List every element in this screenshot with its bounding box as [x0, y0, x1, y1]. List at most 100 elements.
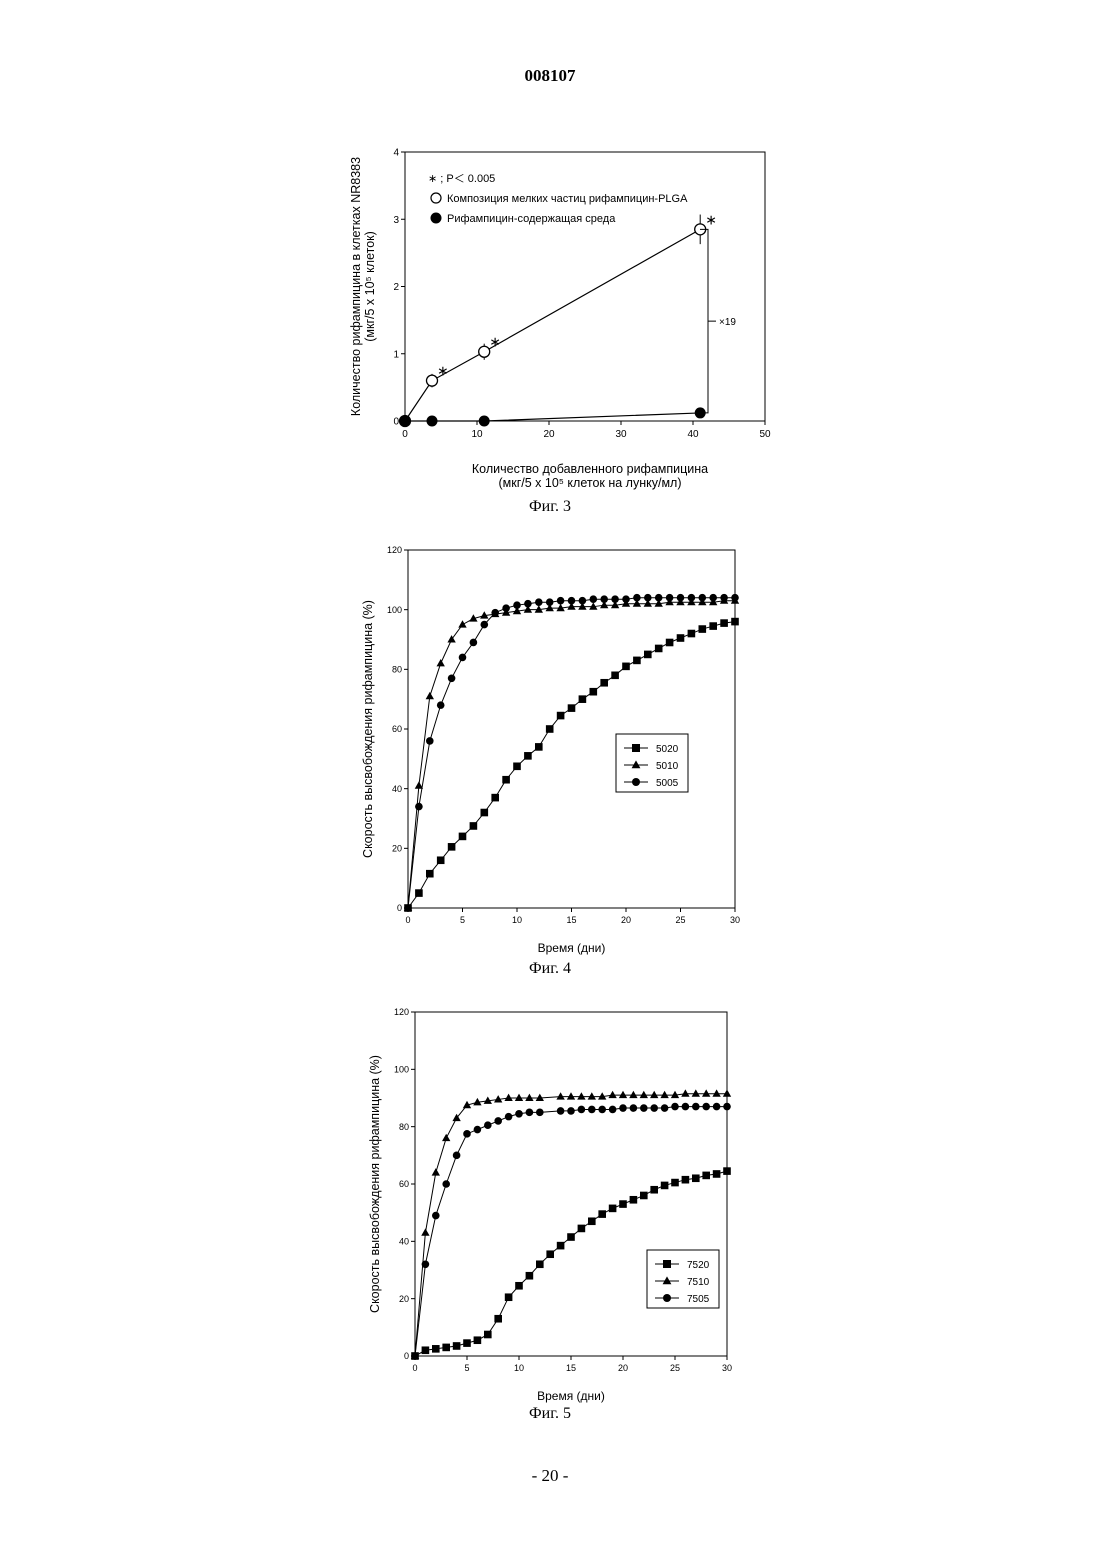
data-point [629, 1091, 637, 1098]
data-point [588, 1106, 596, 1114]
x-tick-label: 15 [566, 1363, 576, 1373]
data-point [526, 1109, 534, 1117]
data-point [494, 1315, 502, 1323]
data-point [505, 1113, 513, 1121]
data-point [692, 1089, 700, 1096]
data-point [712, 1089, 720, 1096]
page-number: - 20 - [0, 1466, 1100, 1486]
data-point [681, 1089, 689, 1096]
data-point [546, 1250, 554, 1258]
data-point [432, 1168, 440, 1175]
data-point [713, 1103, 721, 1111]
data-point [608, 1091, 616, 1098]
data-point [702, 1103, 710, 1111]
data-point [723, 1089, 731, 1096]
data-point [723, 1167, 731, 1175]
data-point [723, 1103, 731, 1111]
data-point [494, 1117, 502, 1125]
data-point [526, 1272, 534, 1280]
data-point [640, 1192, 648, 1200]
data-point [442, 1180, 450, 1188]
data-point [421, 1228, 429, 1235]
data-point [578, 1106, 586, 1114]
data-point [692, 1103, 700, 1111]
y-tick-label: 80 [399, 1122, 409, 1132]
data-point [619, 1091, 627, 1098]
data-point [432, 1212, 440, 1220]
series-line [415, 1107, 727, 1356]
data-point [557, 1107, 565, 1115]
data-point [536, 1109, 544, 1117]
legend: 7520 7510 7505 [647, 1250, 719, 1308]
y-tick-label: 100 [394, 1064, 409, 1074]
data-point [713, 1170, 721, 1178]
x-tick-label: 25 [670, 1363, 680, 1373]
data-point [588, 1092, 596, 1099]
x-tick-label: 5 [464, 1363, 469, 1373]
figure-5-caption: Фиг. 5 [0, 1405, 1100, 1423]
series-7510 [411, 1089, 731, 1359]
data-point [474, 1336, 482, 1344]
data-point [515, 1282, 523, 1290]
data-point [578, 1225, 586, 1233]
data-point [650, 1104, 658, 1112]
y-tick-label: 0 [404, 1351, 409, 1361]
y-tick-label: 120 [394, 1007, 409, 1017]
data-point [702, 1089, 710, 1096]
legend-marker [663, 1260, 671, 1268]
data-point [484, 1121, 492, 1129]
data-point [682, 1176, 690, 1184]
data-point [692, 1174, 700, 1182]
data-point [650, 1091, 658, 1098]
data-point [422, 1260, 430, 1268]
data-point [588, 1217, 596, 1225]
data-point [515, 1110, 523, 1118]
legend-label: 7520 [687, 1260, 710, 1271]
y-tick-label: 20 [399, 1294, 409, 1304]
data-point [411, 1352, 419, 1360]
data-point [504, 1094, 512, 1101]
data-point [660, 1091, 668, 1098]
data-point [474, 1126, 482, 1134]
data-point [619, 1104, 627, 1112]
y-tick-label: 60 [399, 1179, 409, 1189]
data-point [640, 1091, 648, 1098]
data-point [619, 1200, 627, 1208]
data-point [702, 1172, 710, 1180]
data-point [463, 1130, 471, 1138]
data-point [567, 1107, 575, 1115]
data-point [422, 1346, 430, 1354]
data-point [671, 1103, 679, 1111]
data-point [525, 1094, 533, 1101]
series-line [415, 1094, 727, 1356]
x-tick-label: 20 [618, 1363, 628, 1373]
data-point [682, 1103, 690, 1111]
legend-label: 7505 [687, 1294, 710, 1305]
data-point [577, 1092, 585, 1099]
data-point [536, 1260, 544, 1268]
data-point [442, 1134, 450, 1141]
data-point [557, 1242, 565, 1250]
x-tick-label: 0 [412, 1363, 417, 1373]
data-point [505, 1293, 513, 1301]
data-point [671, 1179, 679, 1187]
data-point [661, 1104, 669, 1112]
x-axis-label: Время (дни) [537, 1389, 605, 1403]
y-tick-label: 40 [399, 1236, 409, 1246]
series-7505 [411, 1103, 731, 1360]
data-point [630, 1196, 638, 1204]
data-point [484, 1331, 492, 1339]
data-point [567, 1092, 575, 1099]
data-point [661, 1182, 669, 1190]
data-point [609, 1106, 617, 1114]
data-point [609, 1205, 617, 1213]
x-tick-label: 10 [514, 1363, 524, 1373]
data-point [453, 1342, 461, 1350]
legend-marker [663, 1294, 671, 1302]
legend-label: 7510 [687, 1277, 710, 1288]
data-point [432, 1345, 440, 1353]
data-point [598, 1210, 606, 1218]
data-point [442, 1344, 450, 1352]
data-point [556, 1092, 564, 1099]
